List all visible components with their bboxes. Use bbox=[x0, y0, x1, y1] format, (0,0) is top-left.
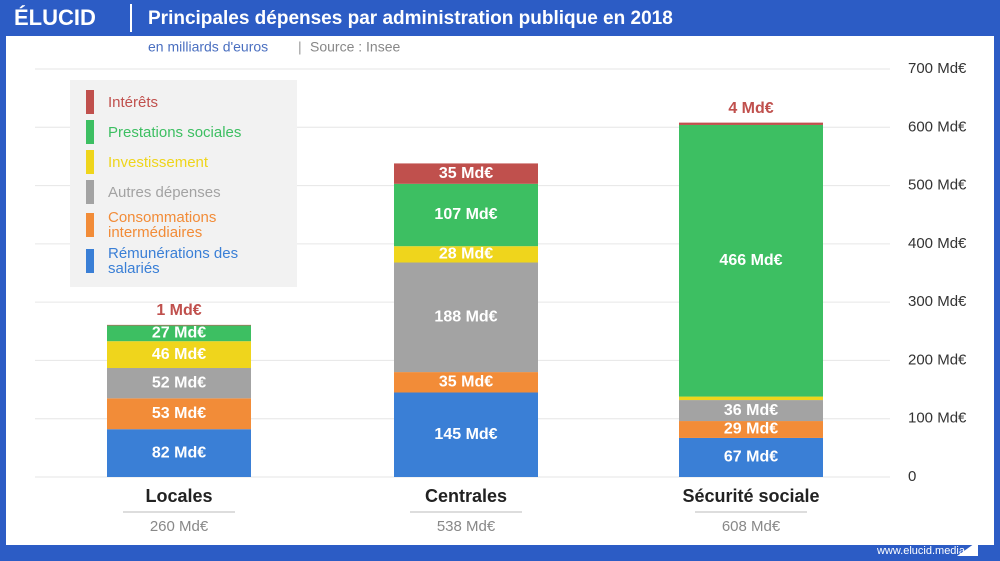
x-tick-label: Centrales bbox=[425, 486, 507, 506]
value-label: 35 Md€ bbox=[439, 165, 493, 182]
bar-segment bbox=[394, 163, 538, 184]
y-tick-label: 100 Md€ bbox=[908, 410, 967, 427]
value-label: 46 Md€ bbox=[152, 346, 206, 363]
legend-item: Rémunérations des salariés bbox=[86, 246, 297, 276]
legend-label: Intérêts bbox=[108, 93, 159, 111]
y-tick-label: 400 Md€ bbox=[908, 235, 967, 252]
bar-segment bbox=[394, 372, 538, 393]
source: Source : Insee bbox=[310, 39, 400, 55]
value-label: 82 Md€ bbox=[152, 444, 206, 461]
legend-item: Consommations intermédiaires bbox=[86, 210, 297, 240]
total-label: 608 Md€ bbox=[722, 518, 781, 535]
x-tick-label: Locales bbox=[145, 486, 212, 506]
bar-segment bbox=[107, 398, 251, 430]
bar-segment bbox=[107, 325, 251, 342]
value-label: 107 Md€ bbox=[434, 206, 497, 223]
bar-segment bbox=[679, 421, 823, 438]
value-label: 53 Md€ bbox=[152, 405, 206, 422]
legend-label: Autres dépenses bbox=[108, 183, 221, 201]
value-label: 52 Md€ bbox=[152, 374, 206, 391]
value-label: 188 Md€ bbox=[434, 309, 497, 326]
legend-item: Prestations sociales bbox=[86, 120, 297, 144]
bar-segment bbox=[394, 246, 538, 263]
bar-segment bbox=[679, 124, 823, 397]
bar-segment bbox=[394, 392, 538, 477]
value-label: 67 Md€ bbox=[724, 449, 778, 466]
y-tick-label: 500 Md€ bbox=[908, 177, 967, 194]
value-label: 145 Md€ bbox=[434, 426, 497, 443]
legend-label: Rémunérations des salariés bbox=[108, 245, 239, 277]
bar-segment bbox=[679, 122, 823, 125]
value-label: 28 Md€ bbox=[439, 246, 493, 263]
y-tick-label: 300 Md€ bbox=[908, 293, 967, 310]
value-label: 35 Md€ bbox=[439, 374, 493, 391]
legend-swatch bbox=[86, 150, 94, 174]
bar-segment bbox=[679, 396, 823, 401]
value-label: 4 Md€ bbox=[728, 100, 773, 117]
value-label: 466 Md€ bbox=[719, 252, 782, 269]
total-label: 260 Md€ bbox=[150, 518, 209, 535]
value-label: 1 Md€ bbox=[156, 302, 201, 319]
legend-label: Prestations sociales bbox=[108, 123, 242, 141]
legend-swatch bbox=[86, 120, 94, 144]
bar-segment bbox=[679, 400, 823, 422]
legend-item: Investissement bbox=[86, 150, 297, 174]
legend-swatch bbox=[86, 180, 94, 204]
bar-segment bbox=[107, 324, 251, 326]
legend-swatch bbox=[86, 249, 94, 273]
legend-item: Intérêts bbox=[86, 90, 297, 114]
legend-label: Consommations intermédiaires bbox=[108, 209, 217, 241]
footer-logo bbox=[957, 541, 978, 556]
bar-segment bbox=[107, 429, 251, 477]
subtitle: en milliards d'euros bbox=[148, 39, 268, 55]
value-label: 36 Md€ bbox=[724, 402, 778, 419]
legend-swatch bbox=[86, 213, 94, 237]
bar-segment bbox=[394, 262, 538, 373]
y-tick-label: 200 Md€ bbox=[908, 351, 967, 368]
legend-swatch bbox=[86, 90, 94, 114]
y-tick-label: 0 bbox=[908, 468, 916, 485]
footer: www.elucid.media bbox=[876, 545, 966, 557]
legend: Intérêts Prestations sociales Investisseme… bbox=[70, 80, 297, 287]
y-tick-label: 600 Md€ bbox=[908, 118, 967, 135]
chart-title: Principales dépenses par administration … bbox=[148, 8, 673, 29]
legend-label: Investissement bbox=[108, 153, 209, 171]
value-label: 27 Md€ bbox=[152, 325, 206, 342]
bar-segment bbox=[394, 183, 538, 247]
y-tick-label: 700 Md€ bbox=[908, 60, 967, 77]
bar-segment bbox=[107, 368, 251, 399]
total-label: 538 Md€ bbox=[437, 518, 496, 535]
bar-segment bbox=[679, 437, 823, 477]
bar-segment bbox=[107, 341, 251, 369]
value-label: 29 Md€ bbox=[724, 421, 778, 438]
separator: | bbox=[298, 39, 302, 55]
brand: ÉLUCID bbox=[14, 5, 96, 30]
legend-item: Autres dépenses bbox=[86, 180, 297, 204]
x-tick-label: Sécurité sociale bbox=[682, 486, 819, 506]
